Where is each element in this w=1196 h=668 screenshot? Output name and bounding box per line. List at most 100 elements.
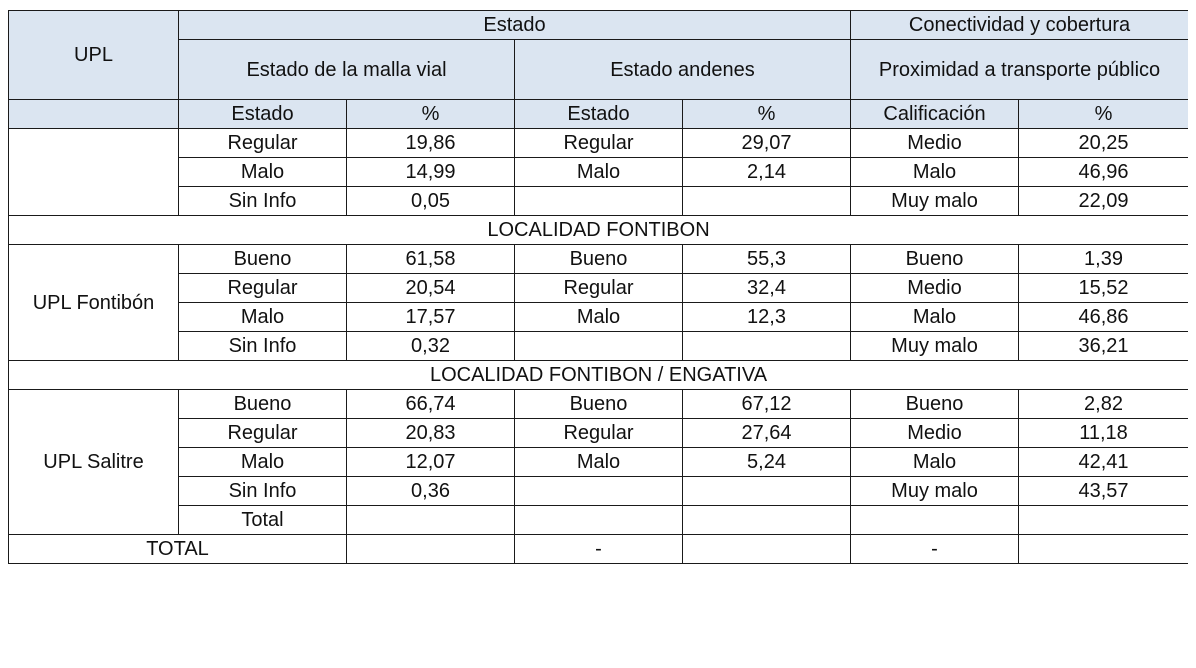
- upl-cell-fontibon: UPL Fontibón: [8, 244, 179, 361]
- cell: 55,3: [681, 244, 852, 274]
- cell: Bueno: [178, 389, 347, 419]
- cell: [681, 534, 852, 564]
- cell: Medio: [850, 273, 1020, 303]
- upl-cell-empty: [8, 128, 179, 216]
- cell: 20,54: [346, 273, 515, 303]
- cell: 42,41: [1018, 447, 1188, 477]
- section-row: LOCALIDAD FONTIBON / ENGATIVA: [8, 360, 1188, 390]
- cell: [681, 476, 852, 506]
- cell: [346, 505, 515, 535]
- header-sub-pct-3: %: [1018, 99, 1188, 129]
- cell: Malo: [850, 157, 1020, 187]
- table-row: Regular 20,83 Regular 27,64 Medio 11,18: [9, 418, 1188, 448]
- cell: 15,52: [1018, 273, 1188, 303]
- cell: Bueno: [850, 389, 1020, 419]
- upl-cell-salitre: UPL Salitre: [8, 389, 179, 535]
- table-row: Malo 12,07 Malo 5,24 Malo 42,41: [9, 447, 1188, 477]
- cell: 36,21: [1018, 331, 1188, 361]
- cell: [514, 186, 683, 216]
- cell: Malo: [514, 302, 683, 332]
- cell: -: [514, 534, 683, 564]
- cell: Sin Info: [178, 476, 347, 506]
- table-row: Regular 20,54 Regular 32,4 Medio 15,52: [9, 273, 1188, 303]
- cell: Total: [178, 505, 347, 535]
- header-malla-vial: Estado de la malla vial: [178, 39, 515, 100]
- cell: Malo: [850, 447, 1020, 477]
- header-row-2: Estado de la malla vial Estado andenes P…: [9, 39, 1188, 100]
- cell: 61,58: [346, 244, 515, 274]
- table-row: Regular 19,86 Regular 29,07 Medio 20,25: [8, 128, 1188, 216]
- cell: Regular: [178, 128, 347, 158]
- cell: 43,57: [1018, 476, 1188, 506]
- cell: Bueno: [178, 244, 347, 274]
- section-row: LOCALIDAD FONTIBON: [8, 215, 1188, 245]
- header-proximidad: Proximidad a transporte público: [850, 39, 1188, 100]
- cell: 20,83: [346, 418, 515, 448]
- cell: 12,07: [346, 447, 515, 477]
- header-sub-pct-1: %: [346, 99, 515, 129]
- cell: Malo: [178, 302, 347, 332]
- cell: Malo: [178, 157, 347, 187]
- table-row: Malo 17,57 Malo 12,3 Malo 46,86: [9, 302, 1188, 332]
- cell: Regular: [514, 418, 683, 448]
- cell: 20,25: [1018, 128, 1188, 158]
- table-row: Sin Info 0,36 Muy malo 43,57: [9, 476, 1188, 506]
- cell: 14,99: [346, 157, 515, 187]
- cell: Muy malo: [850, 476, 1020, 506]
- cell: [681, 331, 852, 361]
- header-sub-pct-2: %: [681, 99, 852, 129]
- cell: 46,96: [1018, 157, 1188, 187]
- header-blank: [8, 99, 179, 129]
- total-row: TOTAL - -: [8, 534, 1188, 564]
- cell: -: [850, 534, 1020, 564]
- cell: 66,74: [346, 389, 515, 419]
- cell: 67,12: [681, 389, 852, 419]
- cell: 11,18: [1018, 418, 1188, 448]
- cell: 29,07: [681, 128, 852, 158]
- header-conectividad: Conectividad y cobertura: [850, 10, 1188, 40]
- cell: Sin Info: [178, 186, 347, 216]
- cell: 32,4: [681, 273, 852, 303]
- cell: Bueno: [514, 244, 683, 274]
- table-row: Sin Info 0,05 Muy malo 22,09: [9, 186, 1188, 216]
- cell: Malo: [178, 447, 347, 477]
- header-row-3: Estado % Estado % Calificación %: [8, 99, 1188, 129]
- cell: [1018, 534, 1188, 564]
- cell: Muy malo: [850, 331, 1020, 361]
- cell: [681, 505, 852, 535]
- cell: Muy malo: [850, 186, 1020, 216]
- cell: 0,32: [346, 331, 515, 361]
- cell: [514, 505, 683, 535]
- cell: [514, 331, 683, 361]
- cell: 22,09: [1018, 186, 1188, 216]
- cell: Medio: [850, 418, 1020, 448]
- table-container: UPL Estado Conectividad y cobertura Esta…: [8, 0, 1188, 658]
- cell: 2,82: [1018, 389, 1188, 419]
- cell: 0,36: [346, 476, 515, 506]
- table-row: UPL Fontibón Bueno 61,58 Bueno 55,3 Buen…: [8, 244, 1188, 361]
- total-label: TOTAL: [8, 534, 347, 564]
- cell: 12,3: [681, 302, 852, 332]
- cell: Bueno: [850, 244, 1020, 274]
- cell: Medio: [850, 128, 1020, 158]
- cell: 2,14: [681, 157, 852, 187]
- cell: 0,05: [346, 186, 515, 216]
- cell: 1,39: [1018, 244, 1188, 274]
- header-upl: UPL: [8, 10, 179, 100]
- cell: Regular: [514, 273, 683, 303]
- cell: [346, 534, 515, 564]
- cell: [681, 186, 852, 216]
- cell: 5,24: [681, 447, 852, 477]
- cell: Malo: [514, 157, 683, 187]
- header-sub-estado-1: Estado: [178, 99, 347, 129]
- table-row: Sin Info 0,32 Muy malo 36,21: [9, 331, 1188, 361]
- cell: Regular: [514, 128, 683, 158]
- cell: [514, 476, 683, 506]
- cell: Sin Info: [178, 331, 347, 361]
- section-title-fontibon-engativa: LOCALIDAD FONTIBON / ENGATIVA: [8, 360, 1188, 390]
- header-sub-calif: Calificación: [850, 99, 1020, 129]
- cell: Malo: [850, 302, 1020, 332]
- cell: 17,57: [346, 302, 515, 332]
- cell: 46,86: [1018, 302, 1188, 332]
- cell: Malo: [514, 447, 683, 477]
